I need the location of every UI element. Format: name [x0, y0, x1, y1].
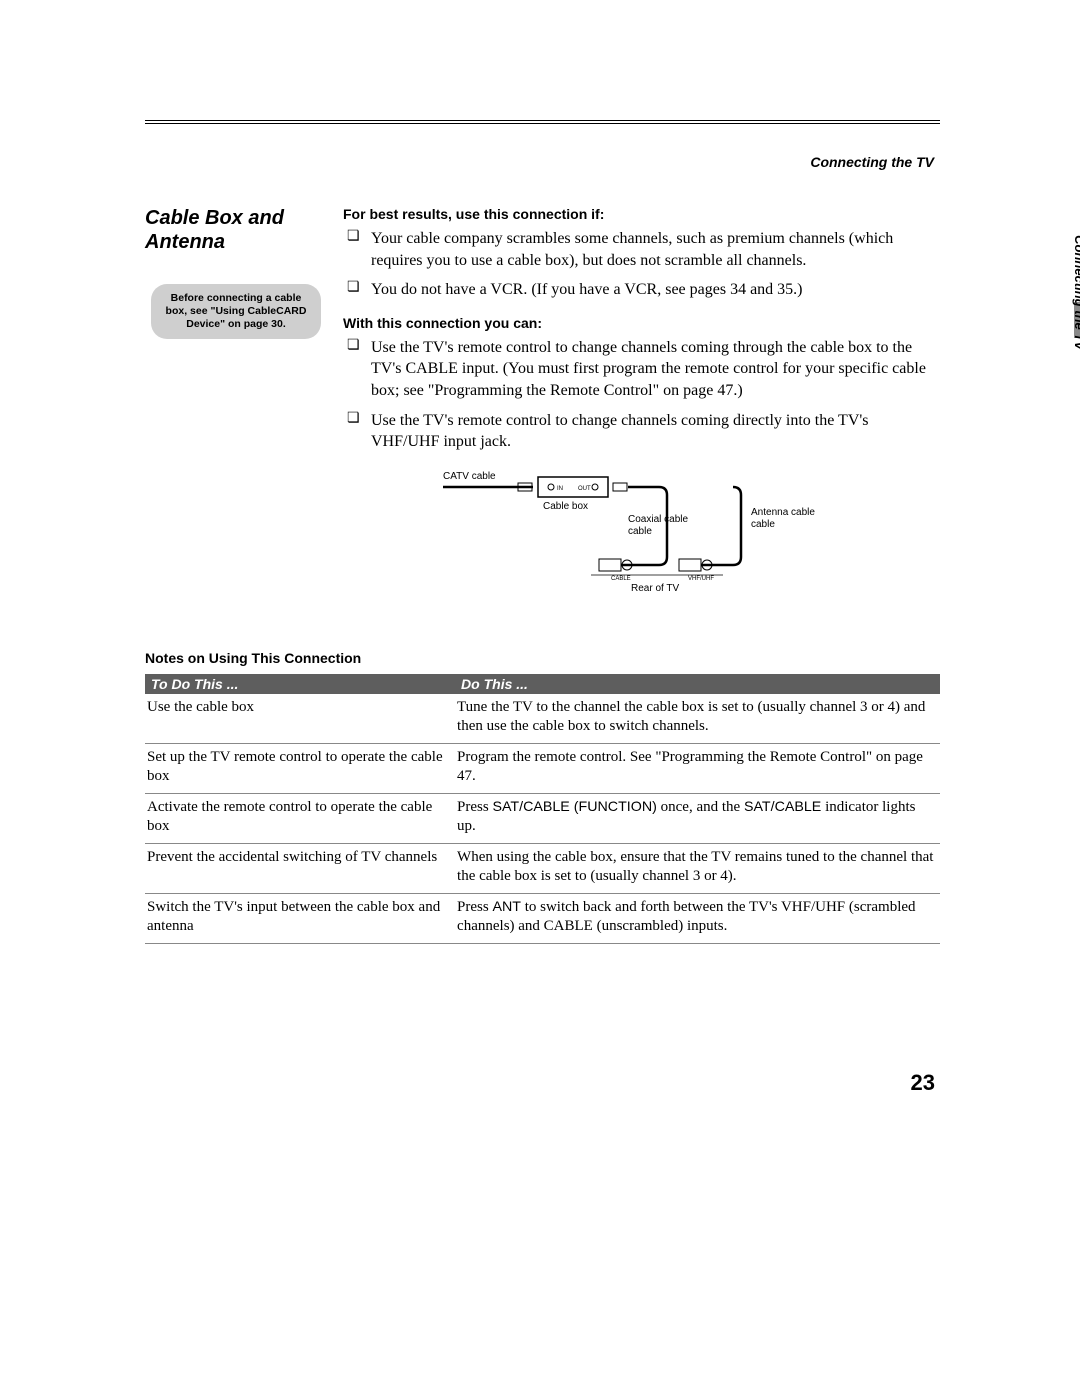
right-column: For best results, use this connection if…: [343, 206, 940, 620]
page-content: Connecting the TV Cable Box and Antenna …: [145, 120, 940, 944]
label-out: OUT: [578, 486, 591, 492]
notes-table: To Do This ... Do This ... Use the cable…: [145, 674, 940, 944]
diagram-svg: CATV cable IN OUT Cable box: [423, 467, 823, 597]
running-head: Connecting the TV: [145, 154, 940, 170]
label-rear: Rear of TV: [631, 583, 679, 594]
notes-tbody: Use the cable boxTune the TV to the chan…: [145, 694, 940, 944]
label-ant2: cable: [751, 519, 775, 530]
label-cablebox: Cable box: [543, 501, 588, 512]
list-item: Use the TV's remote control to change ch…: [343, 337, 940, 402]
col-1-header: To Do This ...: [145, 674, 455, 694]
list-item: You do not have a VCR. (If you have a VC…: [343, 279, 940, 301]
side-tab: Connecting the TV: [1060, 350, 1080, 530]
col-2-header: Do This ...: [455, 674, 940, 694]
list-item: Your cable company scrambles some channe…: [343, 228, 940, 271]
table-row: Activate the remote control to operate t…: [145, 793, 940, 843]
left-column: Cable Box and Antenna Before connecting …: [145, 206, 325, 620]
columns: Cable Box and Antenna Before connecting …: [145, 206, 940, 620]
top-rule: [145, 120, 940, 124]
list-item: Use the TV's remote control to change ch…: [343, 410, 940, 453]
connection-diagram: CATV cable IN OUT Cable box: [423, 467, 940, 602]
with-conn-head: With this connection you can:: [343, 315, 940, 331]
table-row: Use the cable boxTune the TV to the chan…: [145, 694, 940, 744]
label-catv: CATV cable: [443, 471, 496, 482]
label-ant: Antenna cable: [751, 507, 815, 518]
best-results-head: For best results, use this connection if…: [343, 206, 940, 222]
table-row: Switch the TV's input between the cable …: [145, 893, 940, 943]
table-row: Set up the TV remote control to operate …: [145, 743, 940, 793]
page-number: 23: [911, 1070, 935, 1096]
label-in: IN: [557, 486, 563, 492]
notes-heading: Notes on Using This Connection: [145, 650, 940, 666]
label-port-vhf: VHF/UHF: [688, 576, 714, 582]
side-tab-label: Connecting the TV: [1072, 235, 1080, 350]
section-title: Cable Box and Antenna: [145, 206, 325, 254]
label-coax: Coaxial cable: [628, 514, 688, 525]
with-conn-list: Use the TV's remote control to change ch…: [343, 337, 940, 453]
best-results-list: Your cable company scrambles some channe…: [343, 228, 940, 301]
label-port-cable: CABLE: [611, 576, 631, 582]
callout-box: Before connecting a cable box, see "Usin…: [151, 284, 321, 339]
label-coax2: cable: [628, 526, 652, 537]
table-row: Prevent the accidental switching of TV c…: [145, 843, 940, 893]
